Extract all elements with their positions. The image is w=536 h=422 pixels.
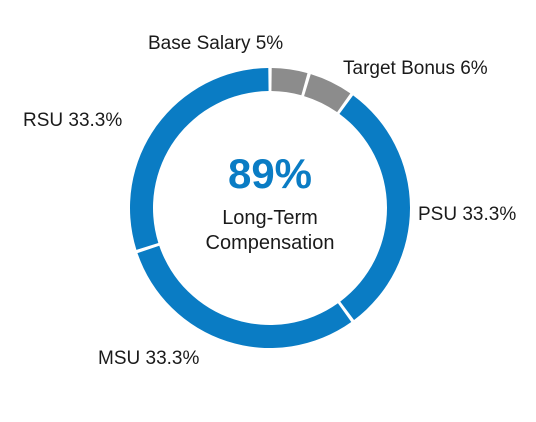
slice-label-0: Base Salary 5% — [148, 33, 283, 54]
donut-slice-0 — [271, 68, 308, 96]
center-label-line2: Compensation — [206, 232, 335, 254]
slice-label-2: PSU 33.3% — [418, 204, 516, 225]
donut-slice-2 — [339, 95, 411, 320]
donut-slice-4 — [130, 68, 269, 250]
center-label-line1: Long-Term — [222, 207, 318, 229]
donut-slice-1 — [304, 74, 351, 113]
slice-label-3: MSU 33.3% — [98, 348, 199, 369]
slice-labels: Base Salary 5% Target Bonus 6% PSU 33.3% MS… — [23, 33, 516, 369]
donut-slice-3 — [137, 245, 352, 349]
donut-slices — [130, 68, 411, 349]
center-percentage: 89% — [228, 150, 312, 197]
slice-label-1: Target Bonus 6% — [343, 58, 488, 79]
slice-label-4: RSU 33.3% — [23, 110, 122, 131]
